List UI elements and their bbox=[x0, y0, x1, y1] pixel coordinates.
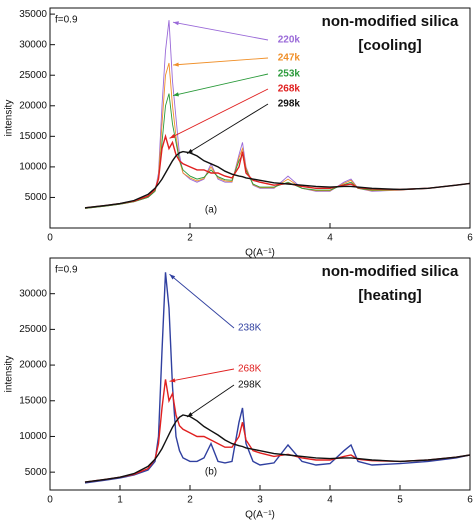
y-tick-label: 20000 bbox=[19, 360, 47, 371]
arrow bbox=[169, 368, 235, 382]
y-tick-label: 20000 bbox=[19, 100, 47, 111]
arrow bbox=[169, 273, 235, 329]
series-label: 238K bbox=[238, 323, 262, 334]
x-tick-label: 5 bbox=[397, 495, 403, 506]
series-label: 247k bbox=[278, 53, 301, 64]
x-tick-label: 4 bbox=[327, 495, 333, 506]
series-label: 220k bbox=[278, 35, 301, 46]
arrow bbox=[186, 103, 269, 154]
arrow bbox=[172, 57, 269, 66]
panel-label: (b) bbox=[205, 467, 217, 478]
x-axis-label: Q(A⁻¹) bbox=[245, 510, 275, 521]
arrow-head bbox=[173, 92, 179, 97]
series-label: 253k bbox=[278, 69, 301, 80]
y-tick-label: 10000 bbox=[19, 431, 47, 442]
title: non-modified silica bbox=[322, 13, 459, 30]
y-tick-label: 15000 bbox=[19, 131, 47, 142]
y-axis-label: intensity bbox=[4, 100, 15, 137]
arrow-head bbox=[169, 274, 176, 280]
x-tick-label: 1 bbox=[117, 495, 123, 506]
x-tick-label: 3 bbox=[257, 495, 263, 506]
subtitle: [heating] bbox=[358, 287, 421, 304]
arrow bbox=[172, 73, 269, 96]
y-tick-label: 15000 bbox=[19, 395, 47, 406]
x-tick-label: 2 bbox=[187, 495, 193, 506]
x-tick-label: 2 bbox=[187, 233, 193, 244]
arrow-head bbox=[169, 378, 176, 383]
arrow bbox=[169, 88, 269, 139]
series-label: 268k bbox=[278, 84, 301, 95]
series-line bbox=[84, 93, 471, 209]
arrow-head bbox=[187, 148, 193, 154]
y-tick-label: 10000 bbox=[19, 162, 47, 173]
arrow-head bbox=[173, 21, 179, 26]
series-label: 298k bbox=[278, 99, 301, 110]
series-label: 298K bbox=[238, 380, 262, 391]
x-tick-label: 4 bbox=[327, 233, 333, 244]
series-line bbox=[84, 379, 471, 483]
y-tick-label: 25000 bbox=[19, 70, 47, 81]
x-tick-label: 0 bbox=[47, 233, 53, 244]
arrow-head bbox=[187, 412, 193, 418]
x-tick-label: 6 bbox=[467, 233, 473, 244]
x-axis-label: Q(A⁻¹) bbox=[245, 248, 275, 259]
arrow-head bbox=[173, 62, 179, 67]
y-tick-label: 5000 bbox=[25, 192, 48, 203]
series-line bbox=[84, 133, 471, 209]
y-tick-label: 30000 bbox=[19, 288, 47, 299]
annotation: f=0.9 bbox=[55, 15, 78, 26]
plot-frame bbox=[49, 7, 471, 229]
arrow-head bbox=[169, 133, 176, 139]
x-tick-label: 0 bbox=[47, 495, 53, 506]
y-axis-label: intensity bbox=[4, 356, 15, 393]
y-tick-label: 30000 bbox=[19, 39, 47, 50]
series-line bbox=[84, 62, 471, 209]
y-tick-label: 35000 bbox=[19, 9, 47, 20]
series-line bbox=[84, 150, 471, 209]
panel-label: (a) bbox=[205, 205, 217, 216]
series-line bbox=[84, 272, 471, 484]
arrow bbox=[172, 21, 269, 41]
series-line bbox=[84, 414, 471, 483]
subtitle: [cooling] bbox=[358, 37, 421, 54]
arrow bbox=[186, 384, 235, 418]
y-tick-label: 25000 bbox=[19, 324, 47, 335]
y-tick-label: 5000 bbox=[25, 467, 48, 478]
x-tick-label: 6 bbox=[467, 495, 473, 506]
series-line bbox=[84, 20, 471, 209]
annotation: f=0.9 bbox=[55, 265, 78, 276]
title: non-modified silica bbox=[322, 263, 459, 280]
series-label: 268K bbox=[238, 364, 262, 375]
